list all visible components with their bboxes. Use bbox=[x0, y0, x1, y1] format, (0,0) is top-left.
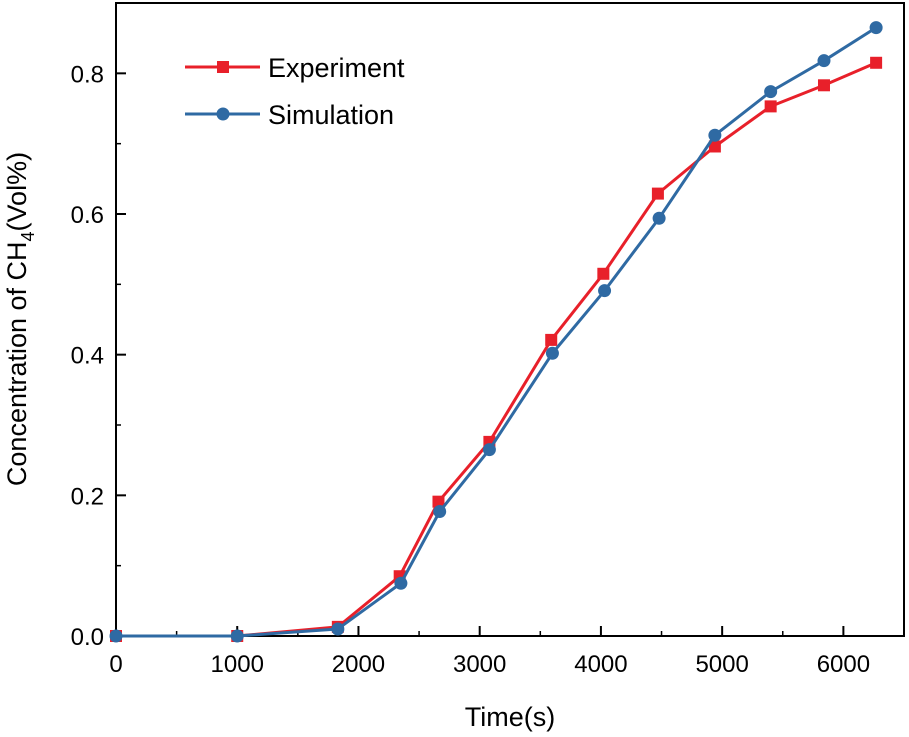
x-tick-label: 1000 bbox=[211, 651, 264, 678]
data-point-simulation bbox=[331, 622, 345, 636]
data-point-experiment bbox=[432, 495, 445, 508]
data-point-experiment bbox=[817, 79, 830, 92]
plot-frame bbox=[115, 2, 905, 637]
legend-marker-experiment bbox=[217, 61, 229, 73]
data-point-experiment bbox=[545, 333, 558, 346]
data-point-simulation bbox=[708, 128, 722, 142]
data-point-simulation bbox=[764, 85, 778, 99]
series-line-simulation bbox=[116, 26, 877, 638]
data-point-experiment bbox=[651, 187, 664, 200]
legend-entry-experiment: Experiment bbox=[185, 53, 405, 83]
y-axis-title-suffix: (Vol%) bbox=[2, 152, 32, 232]
x-axis-title: Time(s) bbox=[465, 702, 555, 732]
series-line-experiment bbox=[116, 61, 877, 638]
x-tick-label: 4000 bbox=[574, 651, 627, 678]
y-tick-label: 0.8 bbox=[71, 61, 104, 88]
data-point-simulation bbox=[482, 443, 496, 457]
data-point-simulation bbox=[394, 576, 408, 590]
data-point-simulation bbox=[545, 346, 559, 360]
legend-entry-simulation: Simulation bbox=[185, 100, 394, 130]
legend-label-simulation: Simulation bbox=[268, 100, 394, 130]
data-point-simulation bbox=[109, 629, 123, 643]
data-point-experiment bbox=[870, 56, 883, 69]
x-tick-label: 6000 bbox=[817, 651, 870, 678]
data-point-experiment bbox=[597, 267, 610, 280]
y-axis-title-subscript: 4 bbox=[18, 231, 38, 241]
legend-label-experiment: Experiment bbox=[268, 53, 405, 83]
y-axis-ticks: 0.0 0.2 0.4 0.6 0.8 bbox=[71, 2, 126, 651]
y-tick-label: 0.4 bbox=[71, 343, 104, 370]
y-axis-title-main: Concentration of CH bbox=[2, 241, 32, 486]
x-tick-label: 5000 bbox=[695, 651, 748, 678]
y-axis-title: Concentration of CH4(Vol%) bbox=[2, 152, 38, 486]
y-tick-label: 0.2 bbox=[71, 483, 104, 510]
series-layer bbox=[109, 21, 883, 643]
data-point-simulation bbox=[230, 629, 244, 643]
y-tick-label: 0.6 bbox=[71, 202, 104, 229]
data-point-simulation bbox=[598, 284, 612, 298]
data-point-simulation bbox=[869, 21, 883, 35]
data-point-experiment bbox=[764, 100, 777, 113]
x-tick-label: 2000 bbox=[332, 651, 385, 678]
data-point-experiment bbox=[708, 140, 721, 153]
x-tick-label: 3000 bbox=[453, 651, 506, 678]
y-tick-label: 0.0 bbox=[71, 624, 104, 651]
data-point-simulation bbox=[817, 54, 831, 68]
legend-marker-simulation bbox=[216, 107, 230, 121]
data-point-simulation bbox=[433, 505, 447, 519]
x-axis-ticks: 0 1000 2000 3000 4000 5000 6000 bbox=[109, 626, 870, 678]
data-point-simulation bbox=[652, 211, 666, 225]
x-tick-label: 0 bbox=[109, 651, 122, 678]
legend: Experiment Simulation bbox=[185, 53, 405, 130]
